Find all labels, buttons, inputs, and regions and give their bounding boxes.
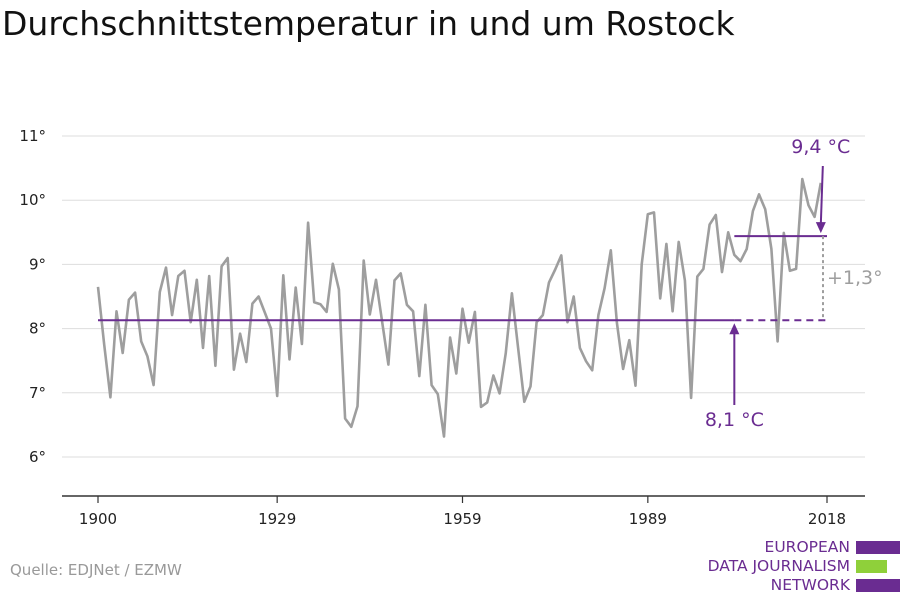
y-tick-label: 11° <box>19 127 46 145</box>
x-tick-label: 2018 <box>808 510 846 528</box>
y-tick-label: 8° <box>29 320 46 338</box>
logo-line-1: EUROPEAN <box>764 538 850 556</box>
source-note: Quelle: EDJNet / EZMW <box>10 561 182 579</box>
series-group <box>96 177 823 438</box>
annotations: +1,3° 8,1 °C 9,4 °C <box>705 136 883 431</box>
arrow-9-4-shaft <box>819 165 824 225</box>
x-tick-label: 1900 <box>79 510 117 528</box>
arrow-9-4-head <box>815 222 826 234</box>
logo-line-2: DATA JOURNALISM <box>707 557 850 575</box>
difference-label: +1,3° <box>827 267 883 289</box>
edjnet-logo: EUROPEAN DATA JOURNALISM NETWORK <box>708 538 900 598</box>
logo-line-3: NETWORK <box>770 576 850 594</box>
y-tick-label: 7° <box>29 384 46 402</box>
gridlines <box>62 135 865 458</box>
reference-lines <box>98 235 827 322</box>
axes: 6° 7° 8° 9° 10° 11° 1900 1929 1959 1989 2018 <box>19 127 865 528</box>
x-tick-label: 1959 <box>443 510 481 528</box>
temperature-series-line <box>96 177 823 438</box>
logo-bar-purple-top <box>856 541 900 554</box>
logo-bar-green <box>856 560 887 573</box>
x-tick-label: 1929 <box>258 510 296 528</box>
x-tick-label: 1989 <box>629 510 667 528</box>
logo-bar-purple-bottom <box>856 579 900 592</box>
label-8-1: 8,1 °C <box>705 409 764 431</box>
y-tick-label: 6° <box>29 448 46 466</box>
arrow-8-1-head <box>729 323 740 335</box>
y-tick-label: 10° <box>19 191 46 209</box>
label-9-4: 9,4 °C <box>791 136 850 158</box>
chart-title: Durchschnittstemperatur in und um Rostoc… <box>2 4 735 43</box>
y-tick-label: 9° <box>29 255 46 273</box>
